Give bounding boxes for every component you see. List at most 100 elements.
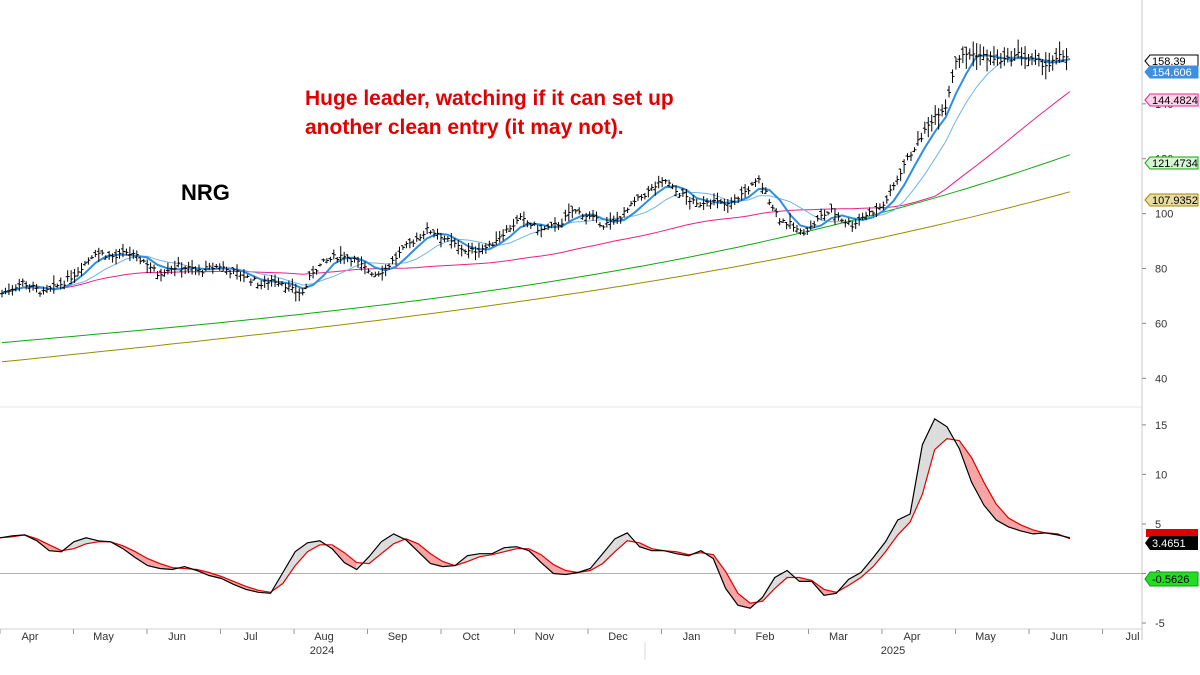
oscillator-fill-segment: [430, 553, 443, 567]
ohlc-bar: [715, 192, 720, 209]
ohlc-bar: [639, 194, 644, 201]
ohlc-bar: [394, 252, 399, 266]
ohlc-bar: [919, 132, 924, 143]
ohlc-bar: [69, 270, 74, 285]
ohlc-bar: [366, 268, 371, 274]
ohlc-bar: [428, 230, 433, 235]
x-tick-label: Jan: [683, 631, 701, 643]
ohlc-bar: [473, 246, 478, 261]
x-tick-label: Dec: [608, 631, 628, 643]
ma-50-line: [1, 91, 1071, 294]
ohlc-bar: [321, 258, 326, 262]
ohlc-bar: [183, 265, 188, 274]
oscillator-fill-segment: [959, 440, 972, 483]
osc-tick-label: 10: [1155, 469, 1167, 481]
ohlc-bar: [801, 229, 806, 236]
ohlc-bar: [307, 271, 312, 281]
ohlc-bar: [722, 198, 727, 211]
ohlc-bar: [238, 271, 243, 282]
ohlc-bar: [736, 196, 741, 203]
x-tick-label: Jun: [1050, 631, 1068, 643]
ohlc-bar: [760, 182, 765, 195]
ohlc-bar: [345, 254, 350, 263]
ohlc-bar: [138, 256, 143, 265]
ohlc-bar: [511, 218, 516, 232]
ohlc-bar: [867, 207, 872, 217]
ohlc-bar: [836, 212, 841, 221]
ohlc-bar: [418, 233, 423, 242]
ohlc-bar: [826, 211, 831, 216]
ohlc-bar: [27, 284, 32, 293]
ohlc-bar: [929, 114, 934, 132]
ohlc-bar: [41, 286, 46, 295]
ohlc-bar: [998, 52, 1003, 69]
ohlc-bar: [514, 215, 519, 225]
ohlc-bar: [860, 212, 865, 221]
ohlc-bar: [570, 205, 575, 219]
ohlc-bar: [1033, 49, 1038, 65]
ohlc-bar: [497, 230, 502, 243]
ohlc-bar: [653, 181, 658, 196]
ohlc-bar: [756, 175, 761, 184]
ohlc-bar: [34, 283, 39, 293]
oscillator-fill-segment: [332, 544, 345, 563]
x-tick-label: Aug: [314, 631, 334, 643]
ohlc-bar: [850, 221, 855, 232]
ohlc-bar: [985, 49, 990, 72]
ohlc-bar: [290, 278, 295, 293]
price-value-badge: 154.606: [1144, 65, 1199, 79]
ohlc-bar: [680, 187, 685, 197]
ohlc-bar: [158, 268, 163, 282]
ohlc-bar: [622, 206, 627, 218]
ohlc-bar: [1012, 47, 1017, 61]
ohlc-bar: [117, 248, 122, 259]
ohlc-bar: [44, 284, 49, 294]
ohlc-bar: [438, 232, 443, 248]
annotation-line-2: another clean entry (it may not).: [305, 116, 624, 139]
ohlc-bar: [991, 46, 996, 66]
x-tick-label: Feb: [756, 631, 775, 643]
oscillator-fill-segment: [282, 551, 296, 584]
ohlc-bar: [853, 218, 858, 230]
ohlc-bar: [176, 256, 181, 268]
ohlc-bar: [774, 208, 779, 218]
axes: 406080100120140158.39154.606144.4824121.…: [0, 54, 1199, 657]
ohlc-bar: [186, 261, 191, 274]
ohlc-bar: [373, 271, 378, 278]
price-tick-label: 40: [1155, 373, 1167, 385]
oscillator-fill-segment: [418, 543, 431, 564]
ohlc-bar: [273, 274, 278, 287]
ohlc-bar: [604, 216, 609, 228]
ohlc-bar: [732, 194, 737, 206]
x-tick-label: Nov: [535, 631, 555, 643]
ohlc-bar: [767, 199, 772, 206]
ohlc-bar: [677, 192, 682, 198]
ohlc-bar: [615, 211, 620, 224]
ohlc-bar: [794, 225, 799, 233]
ohlc-bar: [425, 222, 430, 235]
ohlc-bar: [148, 262, 153, 274]
ohlc-bar: [591, 209, 596, 221]
chart-annotation: Huge leader, watching if it can set up a…: [305, 84, 674, 142]
ohlc-bar: [618, 216, 623, 224]
ohlc-bar: [255, 282, 260, 289]
ohlc-bar: [1023, 46, 1028, 70]
ohlc-bar: [483, 243, 488, 254]
ohlc-bar: [380, 265, 385, 281]
ohlc-bar: [86, 257, 91, 265]
ohlc-bar: [13, 284, 18, 292]
ohlc-bar: [663, 179, 668, 184]
ma-100-line: [1, 154, 1071, 344]
ohlc-bar: [1054, 47, 1059, 65]
ohlc-bar: [843, 219, 848, 228]
price-value-label: 158.39: [1152, 56, 1186, 68]
ohlc-bar: [96, 247, 101, 262]
ohlc-bar: [304, 283, 309, 290]
ohlc-bar: [338, 246, 343, 264]
ohlc-bar: [210, 262, 215, 274]
ohlc-bar: [656, 175, 661, 189]
ohlc-bar: [414, 232, 419, 242]
ohlc-bar: [165, 262, 170, 275]
ohlc-bar: [145, 259, 150, 274]
ohlc-bar: [200, 270, 205, 278]
